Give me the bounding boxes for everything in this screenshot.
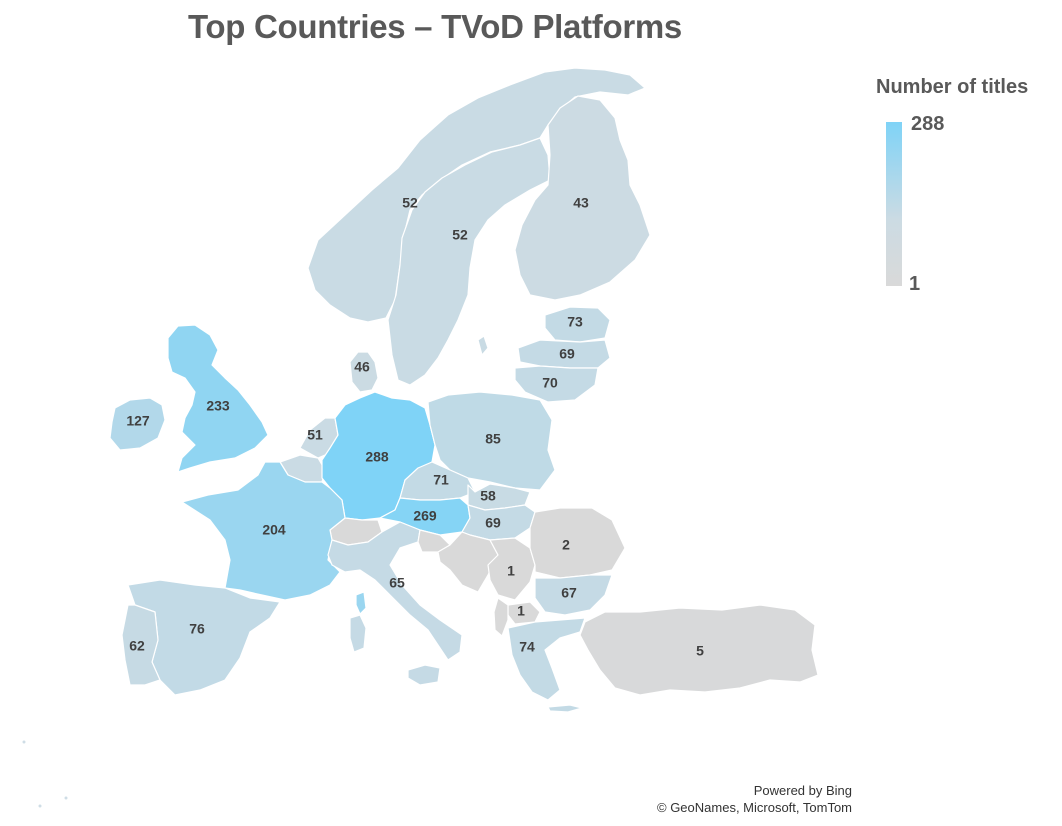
region-serbia[interactable]	[487, 537, 536, 601]
credits-powered-by: Powered by Bing	[753, 783, 852, 798]
island-speck	[22, 740, 26, 744]
region-albania[interactable]	[493, 597, 509, 637]
value-label-lithuania: 70	[542, 375, 558, 391]
value-label-bulgaria: 67	[561, 585, 577, 601]
value-label-ireland: 127	[126, 413, 150, 429]
value-label-poland: 85	[485, 431, 501, 447]
region-romania[interactable]	[529, 507, 626, 579]
region-lithuania[interactable]	[514, 365, 599, 403]
region-turkey[interactable]	[579, 604, 819, 696]
value-label-estonia: 73	[567, 314, 583, 330]
region-corsica[interactable]	[355, 591, 367, 615]
value-label-slovakia: 58	[480, 488, 496, 504]
value-label-turkey: 5	[696, 643, 704, 659]
region-france[interactable]	[181, 461, 346, 601]
value-label-romania: 2	[562, 537, 570, 553]
value-label-denmark: 46	[354, 359, 370, 375]
value-label-serbia: 1	[507, 563, 515, 579]
legend-title: Number of titles	[876, 76, 1029, 98]
region-sweden[interactable]	[387, 137, 551, 386]
credits-attribution: © GeoNames, Microsoft, TomTom	[657, 800, 852, 815]
value-label-north-macedonia: 1	[517, 603, 525, 619]
legend-min-label: 1	[909, 273, 921, 295]
value-label-spain: 76	[189, 621, 205, 637]
region-poland[interactable]	[427, 391, 556, 491]
value-label-czechia: 71	[433, 472, 449, 488]
region-uk[interactable]	[167, 324, 269, 473]
value-label-hungary: 69	[485, 515, 501, 531]
region-italy[interactable]	[327, 521, 463, 661]
map-credits: Powered by Bing © GeoNames, Microsoft, T…	[657, 782, 852, 816]
region-finland[interactable]	[514, 95, 651, 301]
value-label-netherlands: 51	[307, 427, 323, 443]
value-label-france: 204	[262, 522, 286, 538]
value-label-finland: 43	[573, 195, 589, 211]
region-croatia[interactable]	[437, 531, 499, 593]
value-label-italy: 65	[389, 575, 405, 591]
region-greece[interactable]	[507, 617, 586, 701]
legend-max-label: 288	[911, 113, 945, 135]
island-speck	[64, 796, 68, 800]
value-label-uk: 233	[206, 398, 230, 414]
value-label-austria: 269	[413, 508, 437, 524]
region-ireland[interactable]	[109, 397, 166, 451]
value-label-germany: 288	[365, 449, 389, 465]
value-label-sweden: 52	[452, 227, 468, 243]
region-crete[interactable]	[547, 704, 583, 713]
region-portugal[interactable]	[121, 604, 161, 686]
region-bulgaria[interactable]	[534, 574, 613, 616]
island-speck	[38, 804, 42, 808]
region-denmark[interactable]	[349, 351, 379, 393]
region-estonia[interactable]	[544, 306, 611, 343]
map-title: Top Countries – TVoD Platforms	[188, 8, 682, 45]
region-latvia[interactable]	[517, 339, 611, 369]
value-label-greece: 74	[519, 639, 535, 655]
value-label-portugal: 62	[129, 638, 145, 654]
region-sicily[interactable]	[407, 664, 441, 686]
region-sardinia[interactable]	[349, 614, 367, 653]
region-gotland[interactable]	[477, 335, 489, 356]
value-label-latvia: 69	[559, 346, 575, 362]
value-label-norway: 52	[402, 195, 418, 211]
legend-color-scale	[886, 122, 902, 286]
